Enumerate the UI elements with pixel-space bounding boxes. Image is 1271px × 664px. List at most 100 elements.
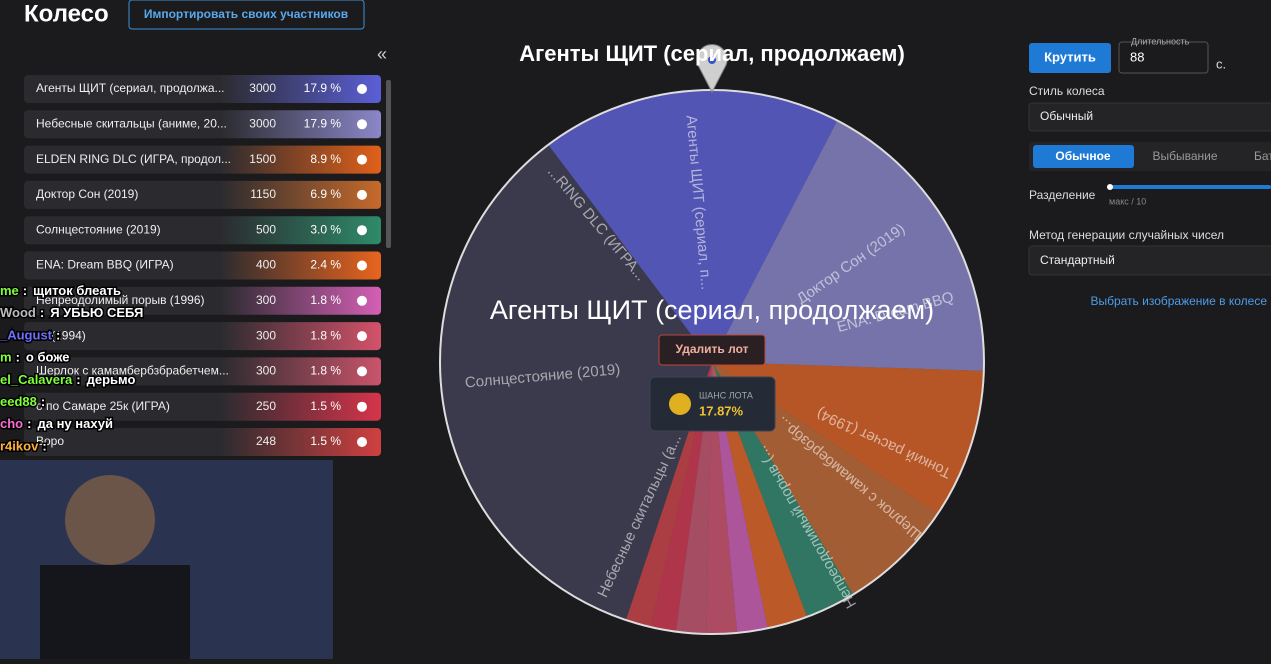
lot-amount: 250 <box>256 399 276 413</box>
lot-row[interactable] <box>24 428 381 456</box>
lot-row[interactable] <box>24 110 381 139</box>
chat-line: r4ikov: <box>0 439 47 454</box>
lot-name: о по Самаре 25к (ИГРА) <box>36 399 170 413</box>
lot-icon[interactable] <box>357 401 367 412</box>
webcam-shirt <box>40 565 190 659</box>
delete-button-text[interactable]: Удалить лот <box>676 342 749 356</box>
lot-name: Агенты ЩИТ (сериал, продолжа... <box>36 81 225 95</box>
chat-user: m <box>0 350 12 365</box>
duration-label: Длительность <box>1131 36 1190 46</box>
lot-icon[interactable] <box>357 260 367 271</box>
lot-icon[interactable] <box>357 295 367 306</box>
chat-message: Я УБЬЮ СЕБЯ <box>50 306 143 321</box>
chance-label: ШАНС ЛОТА <box>699 390 753 400</box>
lot-row[interactable] <box>24 286 381 315</box>
rng-select[interactable] <box>1028 245 1271 276</box>
lot-row[interactable] <box>24 322 381 351</box>
active-tab[interactable] <box>1033 145 1134 168</box>
style-value[interactable]: Обычный <box>1040 109 1093 123</box>
lot-row[interactable] <box>24 251 381 280</box>
lot-amount: 300 <box>256 364 276 378</box>
lot-name: ет (1994) <box>36 328 86 342</box>
lot-amount: 300 <box>256 328 276 342</box>
tab[interactable]: Обычное <box>1055 149 1111 163</box>
chat-sep: : <box>41 394 45 409</box>
tab[interactable]: Выбывание <box>1152 149 1217 163</box>
chat-sep: : <box>27 417 31 432</box>
lot-name: Воро <box>36 434 64 448</box>
app-title: Колесо <box>24 0 109 27</box>
pointer-dot <box>708 56 716 64</box>
lot-percent: 8.9 % <box>310 152 341 166</box>
split-slider[interactable] <box>1107 185 1271 189</box>
lot-icon[interactable] <box>357 366 367 377</box>
pointer <box>696 44 728 94</box>
image-link[interactable]: Выбрать изображение в колесе <box>1090 294 1267 308</box>
lot-amount: 400 <box>256 258 276 272</box>
wheel-segment <box>712 362 984 514</box>
lot-row[interactable] <box>24 75 381 103</box>
chat-message: о боже <box>26 350 70 365</box>
lot-percent: 2.4 % <box>310 258 341 272</box>
split-thumb[interactable] <box>1107 184 1113 190</box>
delete-button[interactable] <box>658 334 766 366</box>
import-button-text[interactable]: Импортировать своих участников <box>144 7 348 21</box>
lot-icon[interactable] <box>357 84 367 94</box>
chat-user: me <box>0 283 19 298</box>
lot-percent: 17.9 % <box>304 116 342 130</box>
chance-icon <box>669 393 691 415</box>
duration-value[interactable]: 88 <box>1130 49 1144 64</box>
chat-sep: : <box>56 328 60 343</box>
collapse-button[interactable]: « <box>377 44 387 64</box>
webcam-person <box>65 475 155 565</box>
chat-message: да ну нахуй <box>37 417 112 432</box>
rng-value[interactable]: Стандартный <box>1040 253 1115 267</box>
lot-icon[interactable] <box>357 225 367 236</box>
lot-amount: 3000 <box>249 116 276 130</box>
chat-message: щиток блеать <box>33 283 121 298</box>
lot-name: ENA: Dream BBQ (ИГРА) <box>36 258 174 272</box>
lot-percent: 3.0 % <box>310 222 341 236</box>
chat-line: cho: да ну нахуй <box>0 417 113 432</box>
lot-row[interactable] <box>24 145 381 174</box>
import-button[interactable] <box>128 0 365 30</box>
scrollbar <box>386 80 391 248</box>
chat-user: eed88 <box>0 394 37 409</box>
lot-icon[interactable] <box>357 154 367 165</box>
lot-row[interactable] <box>24 216 381 245</box>
split-hint: макс / 10 <box>1109 196 1146 206</box>
lot-amount: 500 <box>256 222 276 236</box>
lot-percent: 1.8 % <box>310 328 341 342</box>
lot-amount: 1500 <box>249 152 276 166</box>
lot-row[interactable] <box>24 392 381 421</box>
lot-name: Непреодолимый порыв (1996) <box>36 293 205 307</box>
split-label: Разделение <box>1029 188 1096 202</box>
duration-input[interactable] <box>1118 41 1209 74</box>
lot-icon[interactable] <box>357 119 367 130</box>
chat-line: eed88: <box>0 394 45 409</box>
rng-label: Метод генерации случайных чисел <box>1029 228 1224 242</box>
spin-button-text[interactable]: Крутить <box>1044 49 1096 64</box>
current-lot: Агенты ЩИТ (сериал, продолжаем) <box>490 295 934 325</box>
style-select[interactable] <box>1028 102 1271 132</box>
spin-button[interactable] <box>1029 43 1111 73</box>
duration-unit: с. <box>1216 56 1226 71</box>
lot-amount: 300 <box>256 293 276 307</box>
wheel-segment <box>548 90 838 362</box>
chat-sep: : <box>16 350 20 365</box>
tab[interactable]: Бат <box>1254 149 1271 163</box>
lot-icon[interactable] <box>357 437 367 447</box>
lot-percent: 1.8 % <box>310 364 341 378</box>
lot-row[interactable] <box>24 357 381 386</box>
chat-sep: : <box>23 283 27 298</box>
lot-row[interactable] <box>24 180 381 209</box>
lot-name: Солнцестояние (2019) <box>36 222 161 236</box>
lot-icon[interactable] <box>357 331 367 342</box>
chat-user: el_Calavera <box>0 372 73 387</box>
chat-sep: : <box>42 439 46 454</box>
lot-name: Доктор Сон (2019) <box>36 187 138 201</box>
chat-sep: : <box>40 306 44 321</box>
lot-name: Шерлок с камамбербзбрабетчем... <box>36 364 229 378</box>
lot-icon[interactable] <box>357 189 367 200</box>
